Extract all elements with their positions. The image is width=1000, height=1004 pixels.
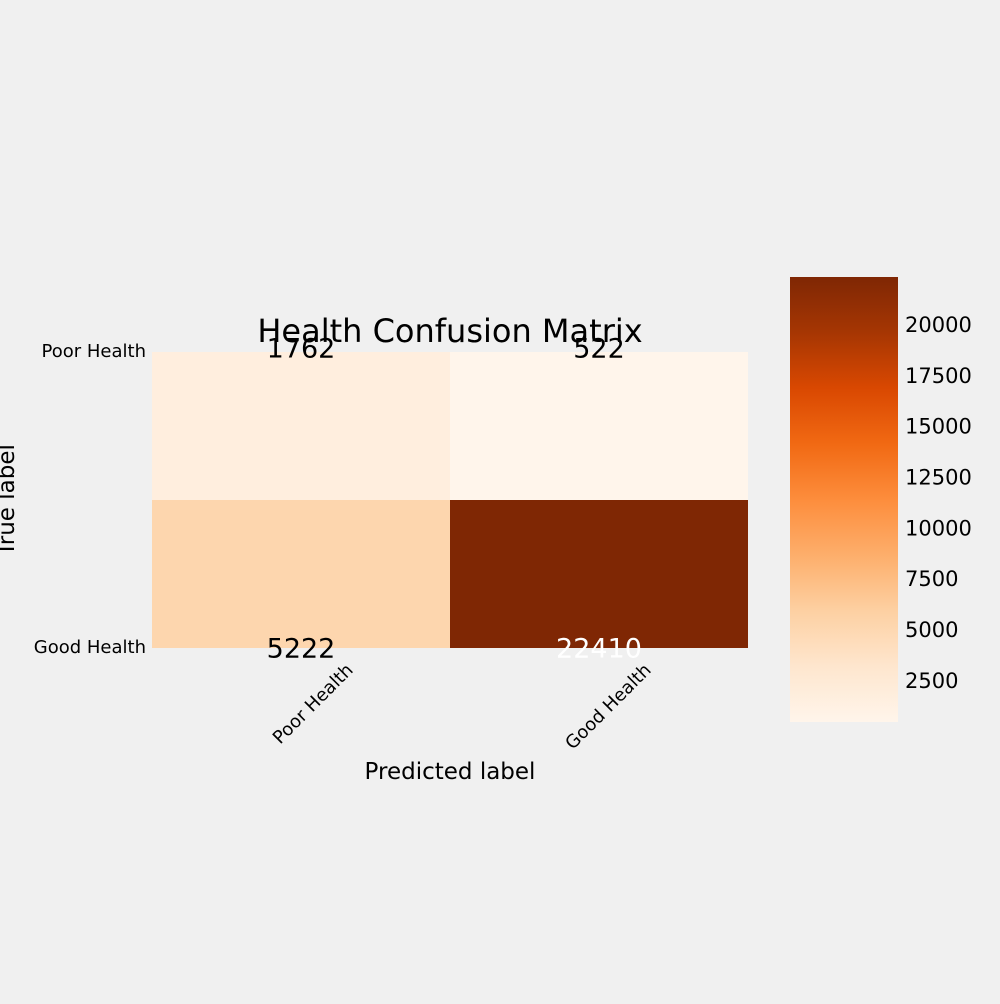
colorbar-tick-label: 15000 (905, 415, 972, 439)
colorbar-tick-label: 12500 (905, 465, 972, 489)
cell-value-label: 5222 (267, 634, 336, 665)
y-axis-label: True label (0, 444, 20, 557)
colorbar-tick-label: 5000 (905, 618, 958, 642)
x-tick-label: Poor Health (269, 660, 358, 749)
y-tick-labels: Poor Health Good Health (34, 341, 146, 658)
cell-value-label: 22410 (556, 634, 642, 665)
x-tick-label: Good Health (561, 660, 655, 754)
y-tick-label: Good Health (34, 637, 146, 658)
cell-value-label: 522 (573, 334, 625, 365)
x-tick-labels: Poor Health Good Health (269, 660, 656, 754)
y-tick-label: Poor Health (42, 341, 146, 362)
heatmap-cells (152, 352, 748, 648)
cell-value-labels: 1762 522 5222 22410 (267, 334, 642, 665)
colorbar (790, 277, 898, 722)
heatmap-cell (450, 352, 748, 500)
colorbar-tick-label: 20000 (905, 313, 972, 337)
heatmap-cell (450, 500, 748, 648)
colorbar-tick-label: 10000 (905, 516, 972, 540)
colorbar-tick-label: 7500 (905, 567, 958, 591)
colorbar-tick-label: 2500 (905, 669, 958, 693)
cell-value-label: 1762 (267, 334, 336, 365)
heatmap-cell (152, 352, 450, 500)
colorbar-tick-labels: 2500 5000 7500 10000 12500 15000 17500 20000 (905, 313, 972, 693)
chart-title: Health Confusion Matrix (257, 312, 642, 350)
heatmap-cell (152, 500, 450, 648)
x-axis-label: Predicted label (365, 759, 536, 785)
colorbar-tick-label: 17500 (905, 364, 972, 388)
